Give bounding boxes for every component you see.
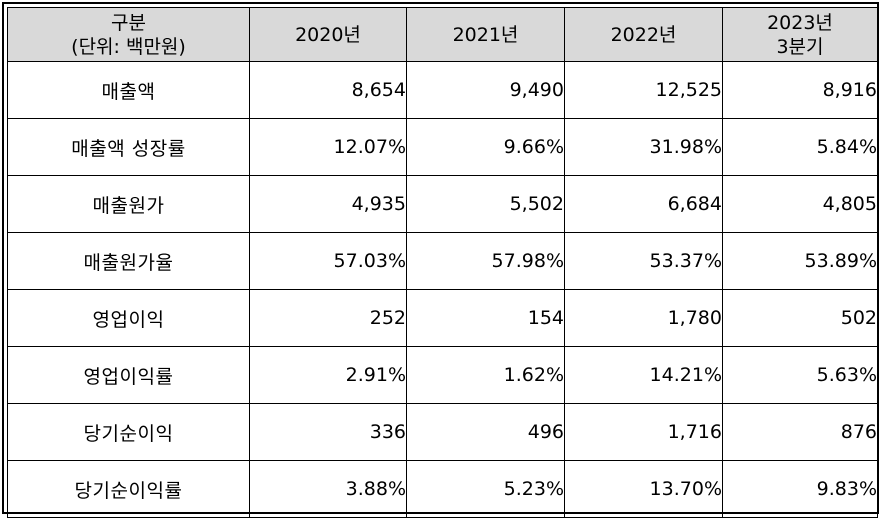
table-row: 당기순이익률 3.88% 5.23% 13.70% 9.83% xyxy=(7,460,878,518)
value-cell: 252 xyxy=(249,289,407,347)
header-line: (단위: 백만원) xyxy=(71,35,186,58)
table-row: 당기순이익 336 496 1,716 876 xyxy=(7,403,878,461)
row-label: 매출액 xyxy=(7,61,250,119)
value-cell: 336 xyxy=(249,403,407,461)
table-row: 매출액 8,654 9,490 12,525 8,916 xyxy=(7,61,878,119)
value-cell: 9,490 xyxy=(406,61,565,119)
value-cell: 12.07% xyxy=(249,118,407,176)
value-cell: 13.70% xyxy=(564,460,723,518)
table-row: 매출원가율 57.03% 57.98% 53.37% 53.89% xyxy=(7,232,878,290)
table-row: 매출원가 4,935 5,502 6,684 4,805 xyxy=(7,175,878,233)
header-cell-2020: 2020년 xyxy=(249,7,407,62)
value-cell: 9.83% xyxy=(722,460,878,518)
value-cell: 4,935 xyxy=(249,175,407,233)
value-cell: 8,916 xyxy=(722,61,878,119)
row-label: 당기순이익률 xyxy=(7,460,250,518)
value-cell: 6,684 xyxy=(564,175,723,233)
value-cell: 1,780 xyxy=(564,289,723,347)
row-label: 매출원가율 xyxy=(7,232,250,290)
value-cell: 12,525 xyxy=(564,61,723,119)
value-cell: 53.89% xyxy=(722,232,878,290)
value-cell: 496 xyxy=(406,403,565,461)
header-line: 구분 xyxy=(111,11,146,34)
value-cell: 5,502 xyxy=(406,175,565,233)
value-cell: 4,805 xyxy=(722,175,878,233)
value-cell: 5.63% xyxy=(722,346,878,404)
header-line: 2023년 xyxy=(767,11,833,34)
table-row: 영업이익률 2.91% 1.62% 14.21% 5.63% xyxy=(7,346,878,404)
value-cell: 502 xyxy=(722,289,878,347)
value-cell: 5.84% xyxy=(722,118,878,176)
header-line: 3분기 xyxy=(776,35,824,58)
value-cell: 9.66% xyxy=(406,118,565,176)
value-cell: 1,716 xyxy=(564,403,723,461)
row-label: 영업이익 xyxy=(7,289,250,347)
header-cell-category: 구분 (단위: 백만원) xyxy=(7,7,250,62)
value-cell: 876 xyxy=(722,403,878,461)
header-line: 2022년 xyxy=(610,23,677,46)
header-cell-2021: 2021년 xyxy=(406,7,565,62)
header-line: 2020년 xyxy=(295,23,361,46)
header-cell-2023-q3: 2023년 3분기 xyxy=(722,7,878,62)
row-label: 매출원가 xyxy=(7,175,250,233)
table-row: 영업이익 252 154 1,780 502 xyxy=(7,289,878,347)
financial-summary-table: 구분 (단위: 백만원) 2020년 2021년 2022년 2023년 3분기 xyxy=(7,7,878,518)
value-cell: 2.91% xyxy=(249,346,407,404)
table-row: 매출액 성장률 12.07% 9.66% 31.98% 5.84% xyxy=(7,118,878,176)
row-label: 영업이익률 xyxy=(7,346,250,404)
value-cell: 154 xyxy=(406,289,565,347)
value-cell: 5.23% xyxy=(406,460,565,518)
value-cell: 8,654 xyxy=(249,61,407,119)
value-cell: 1.62% xyxy=(406,346,565,404)
value-cell: 57.98% xyxy=(406,232,565,290)
row-label: 당기순이익 xyxy=(7,403,250,461)
header-line: 2021년 xyxy=(452,23,519,46)
value-cell: 31.98% xyxy=(564,118,723,176)
value-cell: 53.37% xyxy=(564,232,723,290)
header-row: 구분 (단위: 백만원) 2020년 2021년 2022년 2023년 3분기 xyxy=(7,7,878,62)
row-label: 매출액 성장률 xyxy=(7,118,250,176)
value-cell: 3.88% xyxy=(249,460,407,518)
header-cell-2022: 2022년 xyxy=(564,7,723,62)
value-cell: 57.03% xyxy=(249,232,407,290)
value-cell: 14.21% xyxy=(564,346,723,404)
